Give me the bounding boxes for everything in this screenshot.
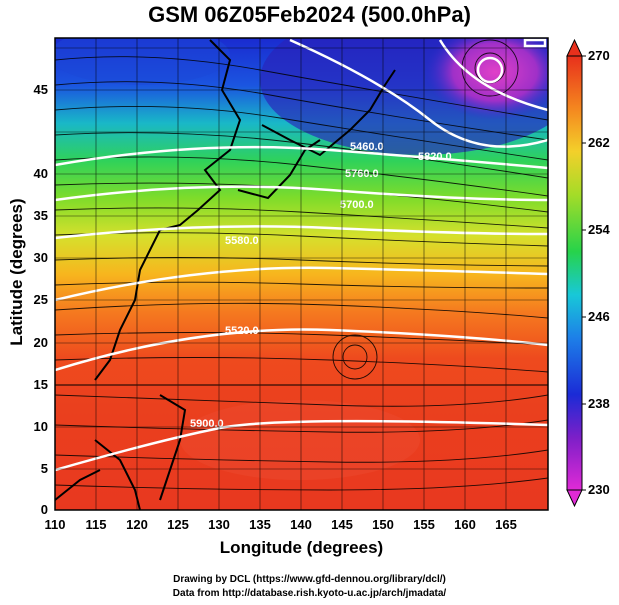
colorbar-tick-label: 270 (588, 48, 610, 63)
x-tick-label: 110 (44, 517, 66, 532)
streamlines (55, 39, 548, 491)
colorbar-tick-label: 262 (588, 135, 610, 150)
y-tick-label: 20 (33, 335, 48, 350)
y-tick-label: 25 (33, 292, 48, 307)
x-tick-label: 115 (85, 517, 107, 532)
y-tick-label: 5 (40, 461, 48, 476)
y-tick-label: 45 (33, 82, 48, 97)
x-tick-label: 130 (208, 517, 230, 532)
x-tick-label: 120 (126, 517, 148, 532)
contour-label: 5700.0 (340, 199, 374, 211)
credit-drawing: Drawing by DCL (https://www.gfd-dennou.o… (173, 574, 446, 585)
contour-label: 5820.0 (418, 151, 452, 163)
colorbar-tick-label: 230 (588, 482, 610, 497)
x-tick-label: 155 (413, 517, 435, 532)
x-tick-label: 140 (290, 517, 312, 532)
geopotential-contours (55, 38, 548, 472)
x-tick-label: 160 (454, 517, 476, 532)
x-tick-label: 165 (495, 517, 517, 532)
gridlines (55, 38, 548, 510)
y-axis-label: Latitude (degrees) (7, 198, 26, 346)
y-tick-label: 40 (33, 166, 48, 181)
contour-labels: 5900.0 5820.0 5760.0 5700.0 5580.0 5520.… (190, 141, 452, 430)
colorbar-tick-label: 246 (588, 309, 610, 324)
coastlines (55, 39, 396, 510)
y-tick-label: 10 (33, 419, 48, 434)
y-tick-label: 0 (40, 502, 48, 517)
page-title: GSM 06Z05Feb2024 (500.0hPa) (148, 2, 471, 27)
contour-label: 5520.0 (225, 325, 259, 337)
colorbar (566, 38, 586, 508)
x-tick-label: 135 (249, 517, 271, 532)
plot-frame (54, 37, 549, 511)
x-tick-label: 125 (167, 517, 189, 532)
y-tick-label: 30 (33, 250, 48, 265)
y-tick-label: 15 (33, 377, 48, 392)
y-tick-label: 35 (33, 208, 48, 223)
x-axis-label: Longitude (degrees) (219, 538, 384, 557)
contour-label: 5460.0 (350, 141, 384, 153)
colorbar-tick-label: 254 (588, 222, 610, 237)
x-tick-label: 150 (372, 517, 394, 532)
credit-data: Data from http://database.rish.kyoto-u.a… (172, 588, 447, 599)
contour-label: 5900.0 (190, 418, 224, 430)
x-tick-label: 145 (331, 517, 353, 532)
colorbar-tick-label: 238 (588, 396, 610, 411)
contour-label: 5580.0 (225, 235, 259, 247)
